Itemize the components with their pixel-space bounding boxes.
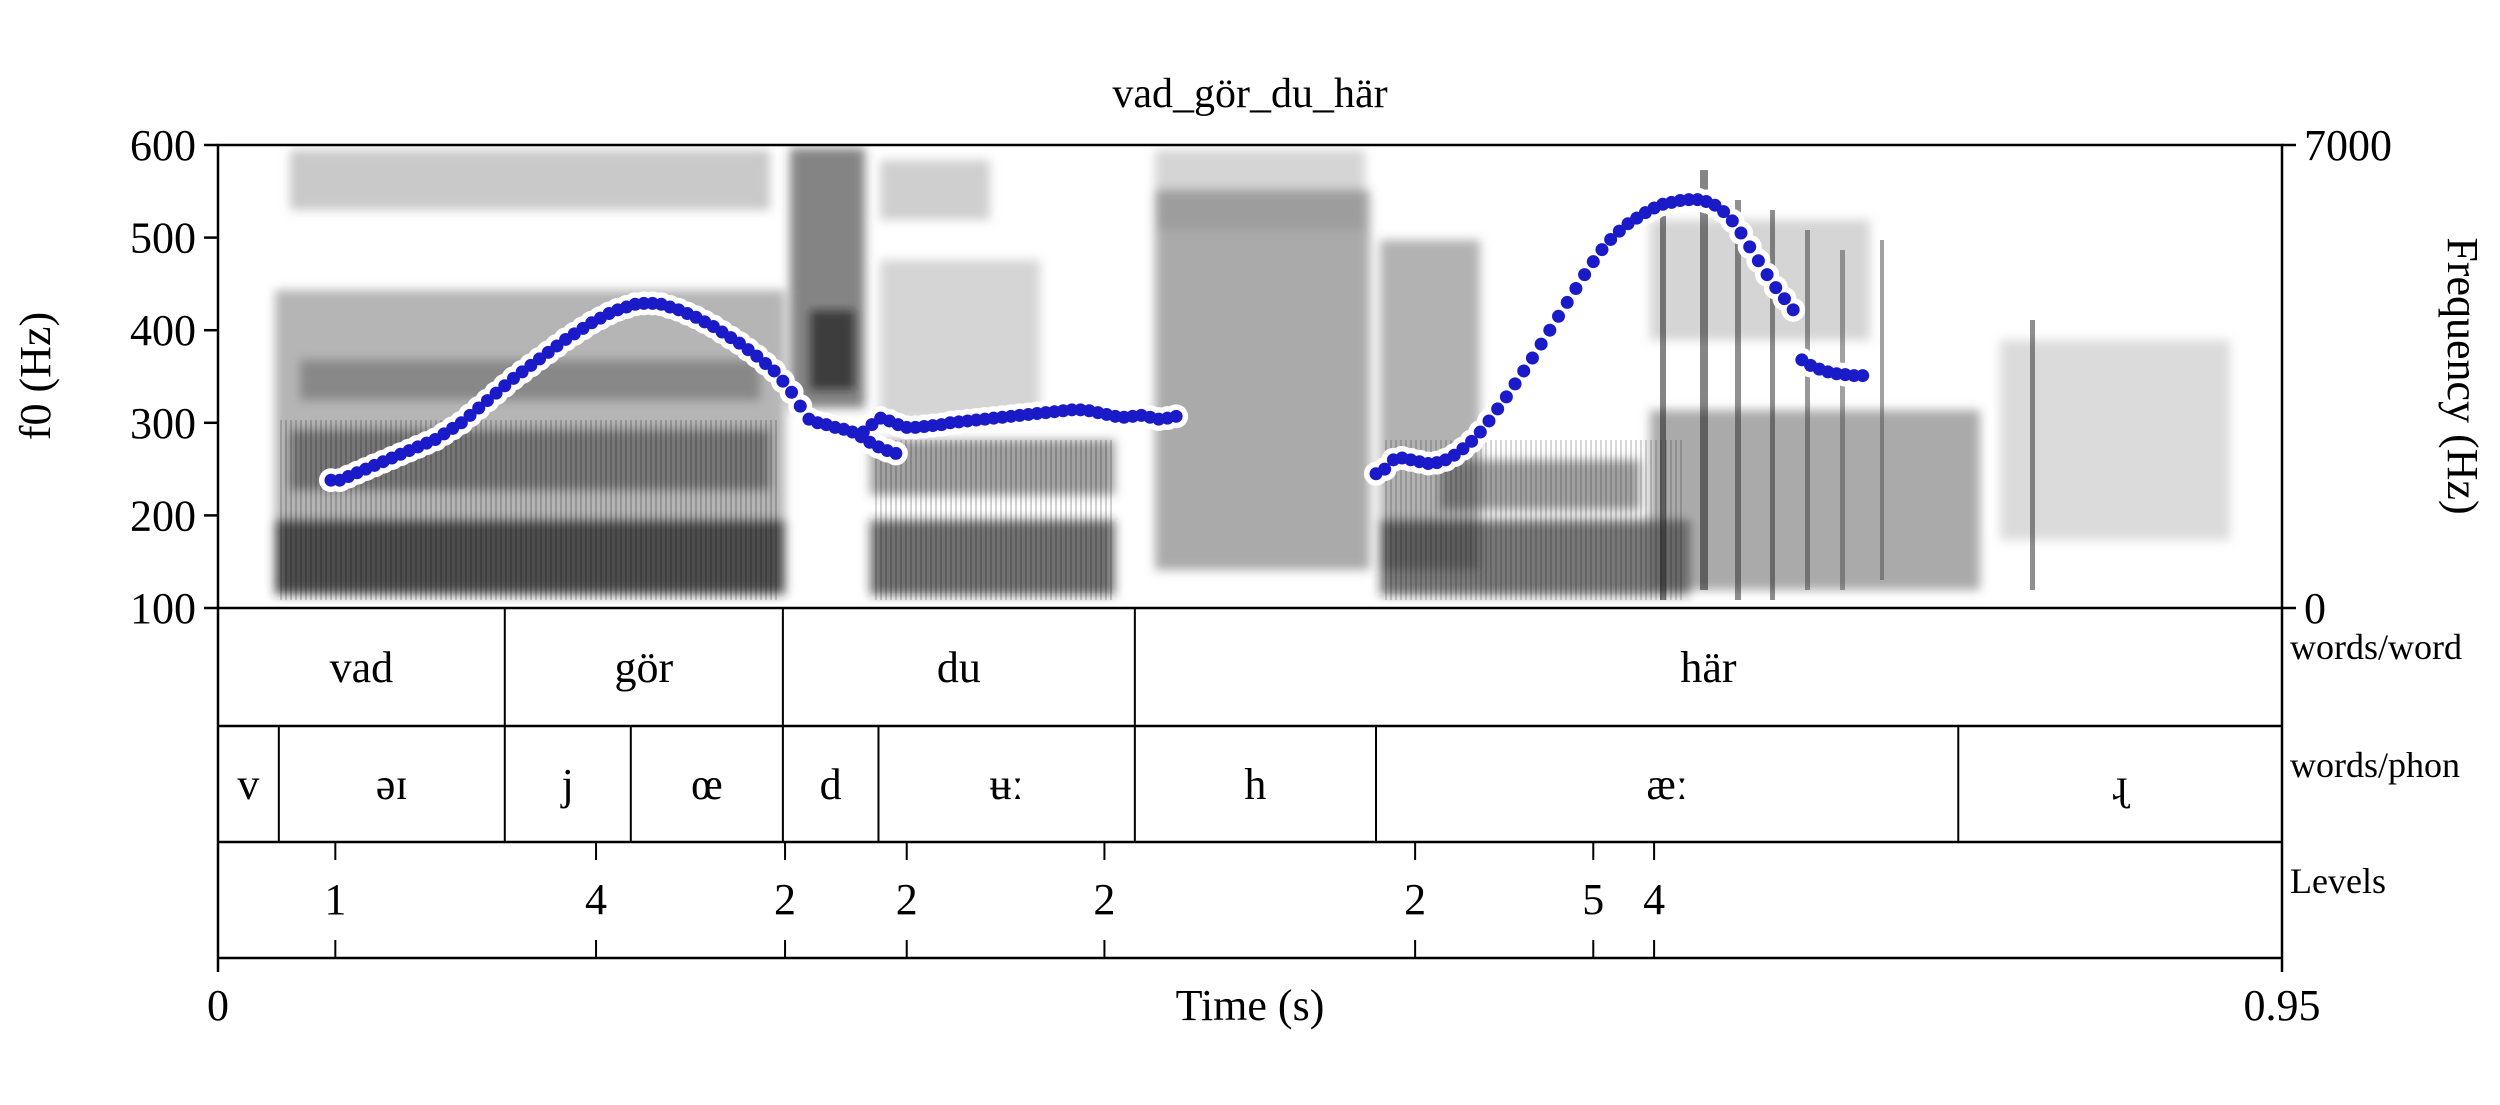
pitch-point xyxy=(1534,337,1548,351)
interval-label: här xyxy=(1680,643,1737,692)
pitch-point xyxy=(489,386,503,400)
y2-axis-label: Frequency (Hz) xyxy=(2438,237,2487,514)
pitch-point xyxy=(1751,254,1765,268)
point-label: 2 xyxy=(774,875,796,924)
pitch-point xyxy=(1786,303,1800,317)
x-axis-label: Time (s) xyxy=(1176,981,1325,1030)
interval-label: œ xyxy=(691,760,723,809)
pitch-point xyxy=(1769,281,1783,295)
tier-0: words/word vad gör du här xyxy=(330,608,2462,726)
pitch-point xyxy=(1491,402,1505,416)
pitch-track xyxy=(318,187,1875,493)
pitch-point xyxy=(1560,295,1574,309)
y-tick-label: 100 xyxy=(130,584,196,633)
pitch-point xyxy=(750,349,764,363)
plot-frame xyxy=(216,143,2284,610)
pitch-point xyxy=(1604,232,1618,246)
pitch-point xyxy=(1725,214,1739,228)
pitch-point xyxy=(480,394,494,408)
pitch-point xyxy=(1586,255,1600,269)
y-tick-label: 200 xyxy=(130,491,196,540)
pitch-point xyxy=(1743,240,1757,254)
interval-label: v xyxy=(237,760,259,809)
pitch-point xyxy=(498,379,512,393)
axes: 100 200 300 400 500 600 0 7000 0 0.95 xyxy=(130,121,2392,1030)
y-tick-label: 500 xyxy=(130,214,196,263)
y-tick-label: 300 xyxy=(130,399,196,448)
interval-label: ʉː xyxy=(990,760,1024,809)
y2-tick-label: 7000 xyxy=(2304,121,2392,170)
pitch-point xyxy=(1465,434,1479,448)
interval-label: h xyxy=(1244,760,1266,809)
interval-label: d xyxy=(820,760,842,809)
pitch-point xyxy=(1717,205,1731,219)
pitch-point xyxy=(1578,268,1592,282)
interval-label: vad xyxy=(330,643,394,692)
y-tick-label: 600 xyxy=(130,121,196,170)
pitch-point xyxy=(1760,268,1774,282)
pitch-point xyxy=(1378,462,1392,476)
pitch-point xyxy=(1569,282,1583,296)
pitch-point xyxy=(759,357,773,371)
pitch-point xyxy=(454,416,468,430)
tier-1: words/phon v əɪ j œ d ʉː h æː ɻ xyxy=(237,726,2460,842)
point-label: 4 xyxy=(585,875,607,924)
pitch-point xyxy=(1525,351,1539,365)
tier-name: Levels xyxy=(2290,861,2386,901)
pitch-point xyxy=(767,364,781,378)
point-label: 1 xyxy=(324,875,346,924)
x-tick-label: 0.95 xyxy=(2244,981,2321,1030)
tier-name: words/word xyxy=(2290,627,2462,667)
pitch-point xyxy=(856,425,870,439)
pitch-point xyxy=(1482,414,1496,428)
pitch-point xyxy=(1612,224,1626,238)
interval-label: gör xyxy=(615,643,674,692)
pitch-point xyxy=(1473,425,1487,439)
interval-label: əɪ xyxy=(376,760,408,809)
tier-name: words/phon xyxy=(2290,745,2460,785)
y-tick-label: 400 xyxy=(130,306,196,355)
pitch-point xyxy=(1543,323,1557,337)
pitch-point xyxy=(1595,243,1609,257)
annotation-tiers: words/word vad gör du här words/phon v əɪ j œ d ʉː h… xyxy=(237,608,2462,958)
point-label: 5 xyxy=(1582,875,1604,924)
pitch-point xyxy=(1856,369,1870,383)
pitch-point xyxy=(1499,390,1513,404)
point-label: 2 xyxy=(1404,875,1426,924)
pitch-point xyxy=(785,385,799,399)
pitch-point xyxy=(472,401,486,415)
pitch-point xyxy=(889,446,903,460)
pitch-point xyxy=(1777,292,1791,306)
y2-tick-label: 0 xyxy=(2304,584,2326,633)
pitch-point xyxy=(1456,442,1470,456)
chart-title: vad_gör_du_här xyxy=(1112,71,1387,117)
tier-grid xyxy=(216,608,2284,960)
spectrogram xyxy=(275,148,2230,600)
x-tick-label: 0 xyxy=(207,981,229,1030)
pitch-point xyxy=(1734,226,1748,240)
pitch-point xyxy=(1169,409,1183,423)
interval-label: ɻ xyxy=(2113,760,2131,809)
point-label: 2 xyxy=(1093,875,1115,924)
pitch-point xyxy=(1508,377,1522,391)
pitch-point xyxy=(793,399,807,413)
pitch-dots xyxy=(324,193,1870,487)
point-label: 4 xyxy=(1643,875,1665,924)
interval-label: du xyxy=(937,643,981,692)
pitch-point xyxy=(1552,309,1566,323)
pitch-point xyxy=(1517,364,1531,378)
interval-label: æː xyxy=(1646,760,1688,809)
point-label: 2 xyxy=(896,875,918,924)
pitch-point xyxy=(463,408,477,422)
interval-label: j xyxy=(560,760,574,809)
y-axis-label: f0 (Hz) xyxy=(11,312,60,440)
pitch-point xyxy=(776,374,790,388)
